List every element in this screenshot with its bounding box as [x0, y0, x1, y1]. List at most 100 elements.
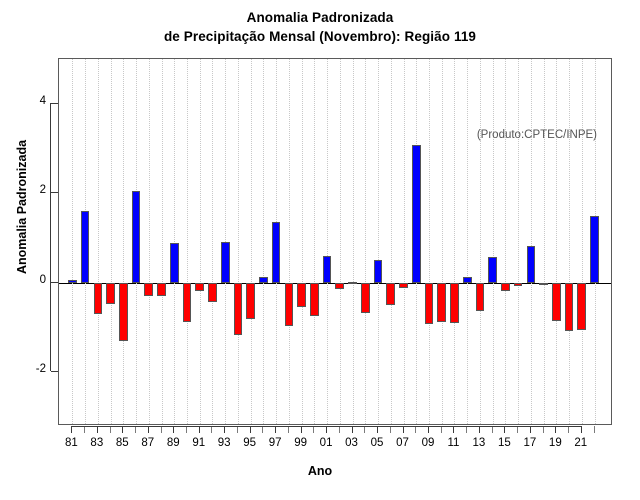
grid-line-vertical — [339, 59, 341, 424]
x-tick-mark — [427, 426, 429, 433]
y-tick-label: 2 — [39, 184, 46, 197]
x-tick-mark — [122, 426, 124, 433]
bar-18 — [539, 282, 548, 285]
x-tick-mark — [402, 426, 404, 433]
x-tick-mark — [173, 426, 175, 433]
x-tick-label: 83 — [90, 437, 104, 449]
bar-08 — [411, 145, 421, 283]
x-tick-mark-minor — [542, 426, 544, 433]
bar-99 — [297, 282, 306, 308]
x-tick-label: 87 — [141, 437, 155, 449]
grid-line-vertical — [288, 59, 290, 424]
x-tick-mark-minor — [262, 426, 264, 433]
grid-line-vertical — [403, 59, 405, 424]
x-tick-label: 91 — [192, 437, 206, 449]
x-tick-mark-minor — [135, 426, 137, 433]
x-tick-mark-minor — [491, 426, 493, 433]
x-tick-label: 07 — [396, 437, 409, 449]
bar-15 — [501, 282, 510, 291]
x-tick-mark — [249, 426, 251, 433]
x-tick-mark — [147, 426, 149, 433]
y-tick-label: -2 — [35, 363, 46, 376]
x-tick-label: 99 — [294, 437, 307, 449]
bar-92 — [208, 282, 217, 303]
produto-annotation: (Produto:CPTEC/INPE) — [476, 129, 597, 141]
x-tick-label: 05 — [370, 437, 384, 449]
x-tick-mark-minor — [364, 426, 366, 433]
x-axis-label: Ano — [307, 464, 333, 478]
grid-line-vertical — [505, 59, 507, 424]
x-tick-mark-minor — [517, 426, 519, 433]
x-tick-mark-minor — [593, 426, 595, 433]
grid-line-vertical — [123, 59, 125, 424]
grid-line-vertical — [174, 59, 176, 424]
x-tick-mark-minor — [338, 426, 340, 433]
x-tick-mark — [580, 426, 582, 433]
bar-87 — [144, 282, 154, 297]
x-tick-mark — [224, 426, 226, 433]
x-tick-mark — [275, 426, 277, 433]
bar-90 — [182, 282, 192, 323]
chart-title: Anomalia Padronizada de Precipitação Men… — [0, 8, 640, 46]
grid-line-vertical — [479, 59, 481, 424]
grid-line-vertical — [454, 59, 456, 424]
x-tick-mark-minor — [287, 426, 289, 433]
bar-00 — [310, 282, 319, 317]
grid-line-vertical — [518, 59, 520, 424]
x-tick-mark-minor — [466, 426, 468, 433]
y-tick-mark — [51, 281, 58, 283]
y-tick-label: 0 — [39, 273, 46, 286]
bar-89 — [169, 242, 179, 283]
bar-14 — [488, 257, 497, 283]
x-tick-label: 09 — [421, 437, 435, 449]
bar-17 — [526, 245, 536, 283]
bar-95 — [246, 282, 255, 319]
grid-line-vertical — [110, 59, 112, 424]
grid-line-vertical — [263, 59, 265, 424]
x-tick-label: 21 — [574, 437, 588, 449]
x-tick-mark-minor — [236, 426, 238, 433]
bar-03 — [348, 281, 357, 284]
bar-91 — [195, 282, 205, 291]
x-tick-mark — [71, 426, 73, 433]
x-tick-label: 03 — [345, 437, 358, 449]
x-tick-label: 17 — [523, 437, 537, 449]
x-tick-mark-minor — [415, 426, 417, 433]
grid-line-vertical — [314, 59, 316, 424]
bar-10 — [437, 282, 447, 323]
bar-07 — [399, 282, 408, 289]
x-tick-label: 93 — [217, 437, 231, 449]
grid-line-vertical — [250, 59, 252, 424]
x-tick-mark — [351, 426, 353, 433]
x-tick-mark — [478, 426, 480, 433]
bar-94 — [233, 282, 243, 336]
grid-line-vertical — [352, 59, 354, 424]
grid-line-vertical — [237, 59, 239, 424]
x-tick-mark — [96, 426, 98, 433]
x-tick-mark-minor — [185, 426, 187, 433]
y-axis-spine — [50, 102, 51, 372]
x-tick-mark — [326, 426, 328, 433]
x-tick-mark — [198, 426, 200, 433]
grid-line-vertical — [148, 59, 150, 424]
grid-line-vertical — [301, 59, 303, 424]
x-tick-label: 11 — [447, 437, 460, 449]
grid-line-vertical — [556, 59, 558, 424]
bar-98 — [284, 282, 294, 327]
y-tick-label: 4 — [39, 94, 46, 107]
bar-05 — [373, 259, 383, 283]
zero-baseline — [59, 282, 611, 284]
x-tick-label: 97 — [268, 437, 282, 449]
x-tick-label: 19 — [548, 437, 562, 449]
y-axis-label: Anomalia Padronizada — [15, 139, 29, 275]
y-tick-mark — [51, 192, 58, 194]
x-tick-mark — [529, 426, 531, 433]
x-tick-mark-minor — [313, 426, 315, 433]
x-tick-mark — [504, 426, 506, 433]
grid-line-vertical — [327, 59, 329, 424]
bar-06 — [386, 282, 396, 306]
y-tick-mark — [51, 371, 58, 373]
x-tick-label: 81 — [64, 437, 78, 449]
x-tick-mark-minor — [84, 426, 86, 433]
